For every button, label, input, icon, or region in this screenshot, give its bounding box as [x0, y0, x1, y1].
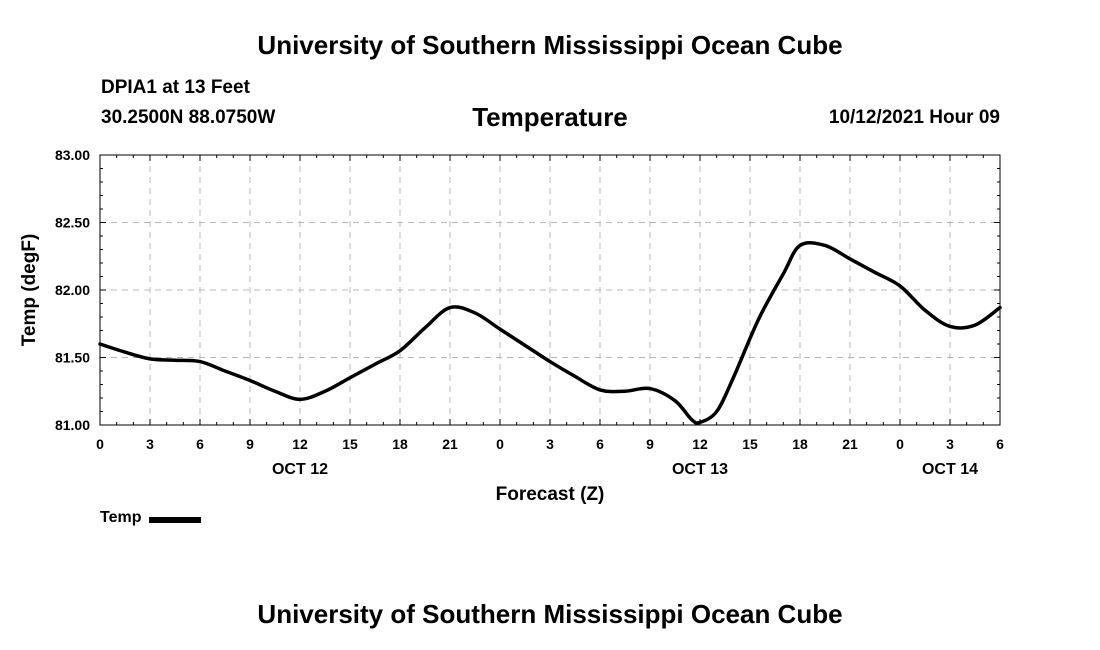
x-tick-label: 0: [896, 436, 904, 452]
x-tick-label: 18: [392, 436, 408, 452]
data-point-temp: [975, 325, 976, 326]
data-point-temp: [400, 350, 401, 351]
x-tick-label: 6: [596, 436, 604, 452]
legend-swatch: [149, 516, 202, 523]
data-point-temp: [1000, 307, 1001, 308]
x-tick-label: 15: [742, 436, 758, 452]
data-point-temp: [275, 391, 276, 392]
plot-frame: [99, 154, 1001, 426]
y-tick-label: 81.50: [55, 350, 90, 366]
top-title: University of Southern Mississippi Ocean…: [257, 30, 843, 60]
data-point-temp: [100, 344, 101, 345]
data-point-temp: [850, 258, 851, 259]
x-tick-label: 21: [442, 436, 458, 452]
data-point-temp: [950, 326, 951, 327]
data-point-temp: [625, 391, 626, 392]
legend: Temp: [100, 509, 202, 527]
x-axis-title: Forecast (Z): [496, 484, 605, 505]
x-tick-label: 6: [196, 436, 204, 452]
data-point-temp: [450, 307, 451, 308]
data-point-temp: [550, 361, 551, 362]
chart-title: Temperature: [472, 102, 628, 132]
y-tick-label: 83.00: [55, 147, 90, 163]
data-point-temp: [758, 319, 759, 320]
date-label: OCT 12: [272, 461, 328, 478]
data-point-temp: [650, 388, 651, 389]
data-point-temp: [875, 272, 876, 273]
x-tick-label: 9: [246, 436, 254, 452]
x-tick-label: 21: [842, 436, 858, 452]
forecast-timestamp: 10/12/2021 Hour 09: [828, 107, 1000, 128]
date-label: OCT 14: [922, 461, 978, 478]
y-axis-title: Temp (degF): [19, 234, 40, 347]
data-point-temp: [175, 360, 176, 361]
date-label: OCT 13: [672, 461, 728, 478]
data-point-temp: [225, 371, 226, 372]
grid-layer: [100, 155, 1000, 425]
data-point-temp: [783, 273, 784, 274]
series-line-temp: [98, 241, 1002, 425]
x-tick-label: 9: [646, 436, 654, 452]
y-tick-label: 81.00: [55, 417, 90, 433]
x-tick-label: 0: [496, 436, 504, 452]
data-point-temp: [125, 352, 126, 353]
data-point-temp: [200, 361, 201, 362]
x-tick-label: 3: [146, 436, 154, 452]
y-tick-label: 82.50: [55, 215, 90, 231]
x-tick-label: 6: [996, 436, 1004, 452]
data-point-temp: [691, 419, 692, 420]
data-point-temp: [800, 245, 801, 246]
data-point-temp: [700, 422, 701, 423]
data-point-temp: [925, 310, 926, 311]
y-tick-label: 82.00: [55, 282, 90, 298]
series-layer: [98, 241, 1002, 425]
data-point-temp: [825, 245, 826, 246]
data-point-temp: [475, 312, 476, 313]
data-point-temp: [716, 411, 717, 412]
x-tick-label: 12: [692, 436, 708, 452]
station-label: DPIA1 at 13 Feet: [101, 77, 250, 98]
x-tick-label: 12: [292, 436, 308, 452]
data-point-temp: [325, 391, 326, 392]
data-point-temp: [425, 327, 426, 328]
data-point-temp: [300, 399, 301, 400]
data-point-temp: [600, 389, 601, 390]
x-tick-label: 3: [546, 436, 554, 452]
data-point-temp: [150, 358, 151, 359]
data-point-temp: [375, 364, 376, 365]
x-tick-label: 3: [946, 436, 954, 452]
data-point-temp: [250, 380, 251, 381]
bottom-title: University of Southern Mississippi Ocean…: [257, 599, 843, 629]
data-point-temp: [525, 345, 526, 346]
data-point-temp: [900, 285, 901, 286]
x-tick-label: 0: [96, 436, 104, 452]
data-point-temp: [350, 377, 351, 378]
x-tick-label: 15: [342, 436, 358, 452]
data-point-temp: [575, 376, 576, 377]
data-point-temp: [733, 377, 734, 378]
station-coordinates: 30.2500N 88.0750W: [101, 107, 276, 128]
data-point-temp: [500, 329, 501, 330]
label-layer: 0 3 6 9 12 15 18 21 0 3 6 9 12 15 18 21 0 3 6 81.00 81.50 82.…: [19, 147, 1004, 505]
data-point-temp: [675, 400, 676, 401]
legend-label: Temp: [100, 509, 142, 526]
x-tick-label: 18: [792, 436, 808, 452]
